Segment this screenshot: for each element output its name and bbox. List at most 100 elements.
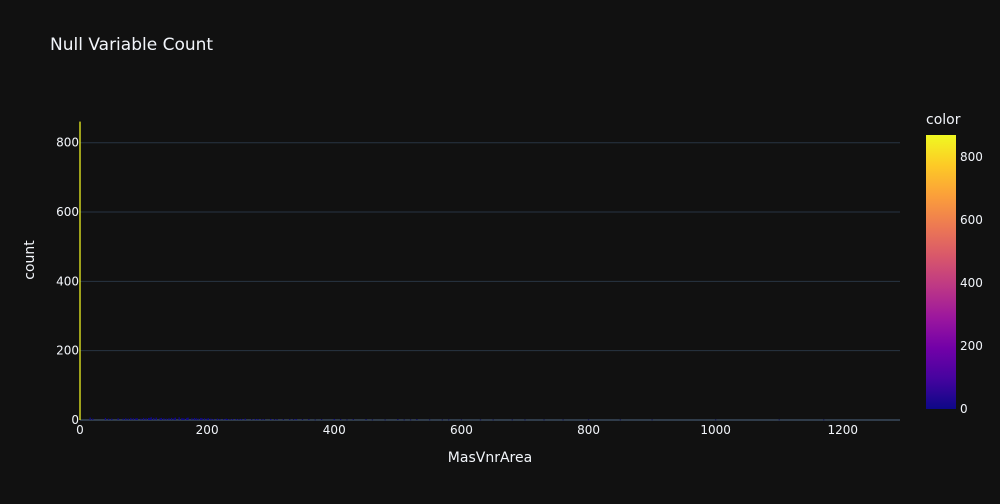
x-axis-ticks: 0 200 400 600 800 1000 1200 (76, 423, 858, 437)
bar (160, 417, 162, 420)
bar (195, 418, 197, 420)
colorbar-title: color (926, 112, 961, 128)
bar (257, 418, 259, 420)
bar (441, 419, 443, 421)
bar (301, 419, 304, 420)
y-tick-label: 0 (71, 413, 79, 427)
bar (181, 418, 183, 420)
bar (352, 419, 354, 420)
bar (263, 419, 265, 420)
bar (823, 419, 825, 421)
bar (200, 417, 202, 420)
bar (111, 418, 113, 420)
bar (135, 418, 137, 420)
bar (308, 419, 310, 420)
bar (212, 418, 215, 420)
colorbar (926, 135, 956, 409)
y-tick-label: 400 (56, 274, 79, 288)
bar (165, 418, 168, 420)
bar (127, 418, 129, 420)
bar (270, 418, 272, 420)
y-tick-label: 800 (56, 136, 79, 150)
bar (186, 417, 188, 420)
bar (240, 418, 243, 420)
bar (107, 418, 110, 420)
bar (320, 419, 323, 420)
bar (314, 419, 316, 421)
bar (416, 419, 418, 420)
colorbar-tick-label: 800 (960, 150, 983, 164)
bar (173, 418, 175, 420)
bar (193, 417, 196, 420)
bar (339, 419, 342, 420)
bar (403, 419, 405, 421)
bar (223, 418, 225, 420)
bar (206, 418, 208, 420)
bar (155, 417, 157, 420)
x-tick-label: 600 (450, 423, 473, 437)
bar (365, 419, 367, 420)
bar (292, 419, 295, 420)
bar (479, 419, 482, 421)
bar (244, 418, 246, 420)
colorbar-tick-label: 0 (960, 402, 968, 416)
bar (79, 121, 81, 420)
bar (371, 419, 374, 421)
bar (132, 418, 135, 420)
x-tick-label: 1000 (700, 423, 731, 437)
bar (130, 417, 132, 420)
colorbar-ticks: 0 200 400 600 800 (960, 150, 983, 416)
bar (229, 419, 231, 420)
bar (384, 419, 386, 421)
bar (254, 418, 257, 420)
bar (117, 418, 119, 420)
bar (492, 419, 494, 421)
bar (289, 419, 291, 420)
bar (145, 418, 147, 420)
bar (225, 418, 227, 420)
bar (203, 418, 206, 420)
bar (226, 418, 229, 420)
y-axis-ticks: 0 200 400 600 800 (56, 136, 79, 427)
bar (140, 418, 142, 420)
colorbar-tick-label: 200 (960, 339, 983, 353)
bar (231, 418, 234, 420)
x-axis-label: MasVnrArea (448, 450, 532, 466)
bar (210, 418, 212, 420)
bar (409, 419, 412, 421)
bar (89, 417, 91, 420)
y-axis-label: count (22, 240, 38, 280)
bar (428, 419, 431, 421)
bar (178, 417, 180, 420)
x-tick-label: 200 (196, 423, 219, 437)
bar (159, 418, 161, 420)
x-tick-label: 800 (577, 423, 600, 437)
bar (261, 419, 263, 420)
bar (216, 418, 218, 420)
bar (346, 419, 348, 421)
bar (153, 417, 155, 420)
bar (182, 418, 184, 420)
bar (174, 417, 176, 420)
bar (295, 418, 297, 420)
bar (543, 419, 545, 421)
bar (183, 418, 185, 420)
bar (276, 419, 278, 420)
chart-title: Null Variable Count (50, 35, 213, 55)
bar (150, 417, 152, 420)
bar (197, 418, 199, 420)
bar (219, 418, 221, 420)
bar (715, 419, 717, 421)
bar (448, 419, 450, 421)
bars-group (79, 121, 825, 421)
bar (282, 419, 285, 420)
bar (92, 418, 94, 420)
colorbar-tick-label: 600 (960, 213, 983, 227)
bar (163, 418, 165, 420)
bar (333, 418, 335, 420)
bar (148, 417, 150, 420)
bar (619, 419, 621, 421)
